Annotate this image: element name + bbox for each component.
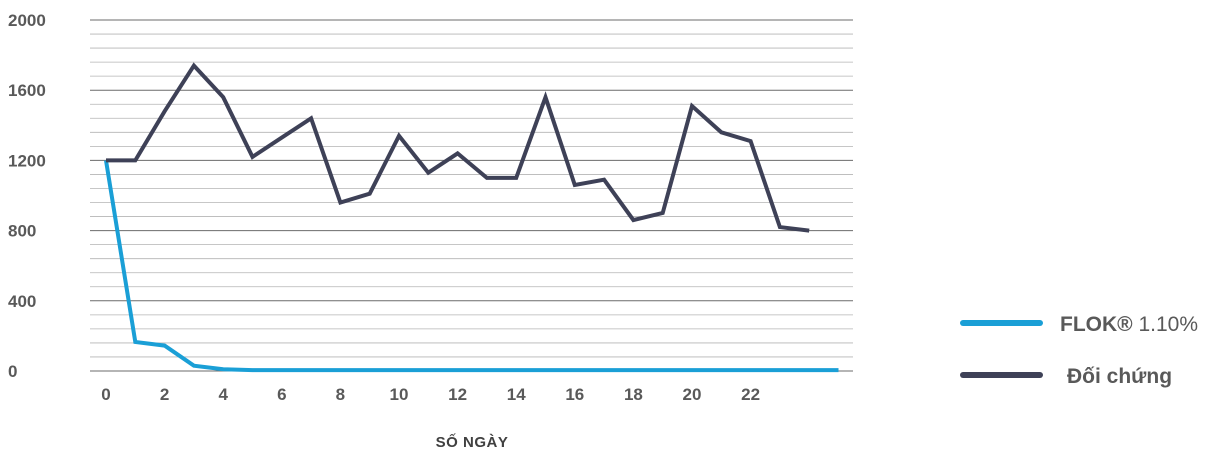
x-tick-label: 6	[277, 385, 286, 404]
series-line-flok	[104, 160, 839, 373]
y-tick-label: 800	[8, 222, 36, 241]
x-axis-title: SỐ NGÀY	[436, 433, 509, 451]
y-tick-label: 400	[8, 292, 36, 311]
x-tick-label: 10	[390, 385, 409, 404]
y-axis-ticks: 0 400 800 1200 1600 2000	[8, 11, 46, 381]
series-lines	[104, 62, 839, 373]
x-tick-label: 2	[160, 385, 169, 404]
x-tick-label: 12	[448, 385, 467, 404]
y-tick-label: 1600	[8, 81, 46, 100]
legend-label: Đối chứng	[1067, 365, 1172, 388]
y-tick-label: 2000	[8, 11, 46, 30]
x-tick-label: 0	[101, 385, 110, 404]
x-tick-label: 14	[507, 385, 526, 404]
y-tick-label: 0	[8, 362, 17, 381]
series-line-doi-chung	[106, 62, 810, 233]
y-tick-label: 1200	[8, 151, 46, 170]
x-axis-ticks: 0 2 4 6 8 10 12 14 16 18 20 22	[101, 385, 760, 404]
legend-label-rest: 1.10%	[1138, 313, 1198, 336]
grid-lines	[90, 19, 853, 372]
legend: FLOK® 1.10% Đối chứng	[960, 313, 1198, 388]
x-tick-label: 22	[741, 385, 760, 404]
x-tick-label: 18	[624, 385, 643, 404]
x-tick-label: 20	[683, 385, 702, 404]
x-tick-label: 16	[565, 385, 584, 404]
x-tick-label: 8	[336, 385, 345, 404]
legend-label: FLOK® 1.10%	[1060, 313, 1198, 336]
legend-label-bold: FLOK®	[1060, 313, 1138, 336]
x-tick-label: 4	[218, 385, 228, 404]
